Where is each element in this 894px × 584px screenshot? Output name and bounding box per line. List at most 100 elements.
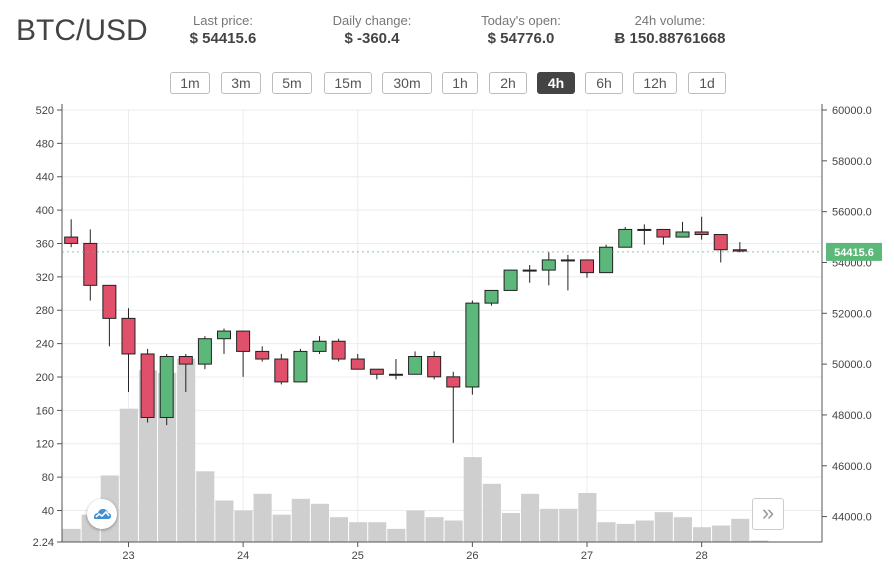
tick-label-right: 48000.0 <box>832 410 872 422</box>
cloud-logo-icon[interactable] <box>87 499 117 529</box>
candle-body <box>293 350 308 383</box>
tick-label-right: 46000.0 <box>832 461 872 473</box>
volume-bar <box>310 503 329 542</box>
candle-body <box>236 330 251 352</box>
tick-label-x: 27 <box>581 550 593 562</box>
tick-label-left: 520 <box>36 105 54 117</box>
stat-daily-change: Daily change: $ -360.4 <box>297 13 447 47</box>
volume-bar <box>692 527 712 542</box>
candle-body <box>64 236 79 244</box>
volume-bar <box>444 520 463 542</box>
tab-interval[interactable]: 5m <box>272 72 312 94</box>
candle-body <box>599 246 614 274</box>
candle-body <box>159 355 174 418</box>
tick-label-right: 44000.0 <box>832 512 872 524</box>
volume-bar <box>597 522 616 542</box>
tick-label-x: 23 <box>122 550 134 562</box>
tick-label-right: 60000.0 <box>832 105 872 117</box>
last-price-label: 54415.6 <box>834 247 874 259</box>
tick-label-left: 480 <box>36 138 54 150</box>
tick-label-left: 40 <box>42 505 54 517</box>
tab-interval[interactable]: 1h <box>442 72 478 94</box>
tick-label-right: 50000.0 <box>832 359 872 371</box>
candle-body <box>560 259 575 262</box>
volume-bar <box>616 523 635 542</box>
volume-bar <box>540 508 559 542</box>
volume-bar <box>62 528 81 542</box>
candle-body <box>369 368 384 375</box>
tab-interval[interactable]: 15m <box>324 72 372 94</box>
axes: 2.24 40 80 120 160 200 240 280 320 360 400 440 480 52… <box>33 104 882 562</box>
candlestick-chart[interactable]: 2.24 40 80 120 160 200 240 280 320 360 400 440 480 52… <box>0 104 894 584</box>
candle-body <box>656 228 671 238</box>
candle-body <box>102 284 117 319</box>
stat-24h-volume: 24h volume: Ƀ 150.88761668 <box>595 13 745 47</box>
tick-label-x: 25 <box>352 550 364 562</box>
volume-bar <box>196 471 215 542</box>
tab-interval[interactable]: 3m <box>221 72 261 94</box>
tick-label-left: 400 <box>36 205 54 217</box>
volume-bar <box>368 522 387 542</box>
candle-body <box>83 242 98 286</box>
stat-value: $ 54415.6 <box>189 30 257 47</box>
tab-interval[interactable]: 2h <box>489 72 527 94</box>
candle-body <box>274 358 289 383</box>
tab-interval[interactable]: 1d <box>688 72 726 94</box>
volume-bar <box>329 517 349 542</box>
volume-bar <box>425 517 444 542</box>
stat-value: $ 54776.0 <box>487 30 555 47</box>
volume-bar <box>406 510 425 542</box>
volume-bar <box>578 492 597 542</box>
volume-bar <box>463 457 482 542</box>
candle-body <box>541 259 556 271</box>
stat-label: 24h volume: <box>634 13 706 28</box>
volume-bar <box>654 512 673 542</box>
tick-label-left: 240 <box>36 339 54 351</box>
volume-bar <box>482 483 501 542</box>
candle-body <box>446 376 461 388</box>
tick-label-left: 120 <box>36 439 54 451</box>
stat-todays-open: Today's open: $ 54776.0 <box>446 13 596 47</box>
last-price-tag <box>826 242 882 261</box>
candle-body <box>713 234 728 251</box>
volume-bar <box>253 493 272 542</box>
candle-body <box>522 269 537 272</box>
volume-bar <box>559 508 578 542</box>
volume-bar <box>387 528 406 542</box>
tab-interval[interactable]: 4h <box>537 72 575 94</box>
candle-body <box>255 350 270 360</box>
tick-label-left: 320 <box>36 272 54 284</box>
tick-label-left: 80 <box>42 472 54 484</box>
volume-bar <box>731 518 750 542</box>
tick-label-left: 200 <box>36 372 54 384</box>
tick-label-right: 58000.0 <box>832 156 872 168</box>
candle-body <box>484 289 499 304</box>
volume-bar <box>349 522 368 542</box>
volume-bar <box>673 517 692 542</box>
volume-bar <box>712 525 731 542</box>
tick-label-right: 52000.0 <box>832 308 872 320</box>
stat-label: Last price: <box>193 13 253 28</box>
candle-body <box>503 269 518 291</box>
volume-bar <box>521 493 540 542</box>
double-chevron-right-icon[interactable]: » <box>752 498 784 530</box>
tab-interval[interactable]: 1m <box>170 72 210 94</box>
candle-body <box>121 317 136 355</box>
tick-label-right: 56000.0 <box>832 207 872 219</box>
volume-bar <box>215 500 234 542</box>
volume-bar <box>635 520 654 542</box>
candle-body <box>408 355 423 375</box>
candle-body <box>618 228 633 248</box>
tab-interval[interactable]: 6h <box>585 72 623 94</box>
candle-body <box>427 355 442 378</box>
tab-interval[interactable]: 12h <box>633 72 677 94</box>
tick-label-x: 28 <box>696 550 708 562</box>
tick-label-x: 26 <box>466 550 478 562</box>
tick-label-left: 360 <box>36 238 54 250</box>
stat-value: Ƀ 150.88761668 <box>614 30 726 47</box>
tab-interval[interactable]: 30m <box>382 72 432 94</box>
tick-label-x: 24 <box>237 550 249 562</box>
interval-tabs: 1m 3m 5m 15m 30m 1h 2h 4h 6h 12h 1d <box>0 72 894 96</box>
tick-label-left: 160 <box>36 405 54 417</box>
stat-label: Today's open: <box>481 13 561 28</box>
